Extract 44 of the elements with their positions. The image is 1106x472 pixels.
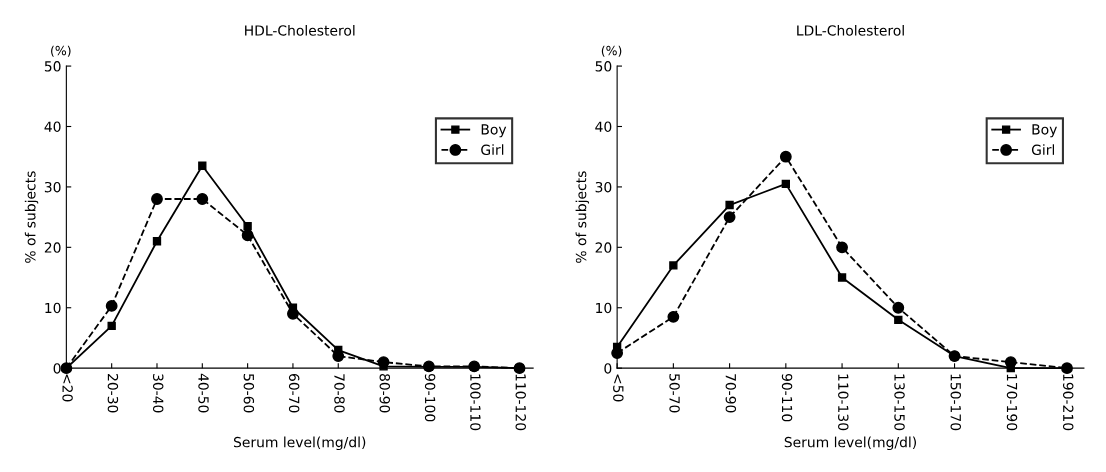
x-tick-label: 30-40: [152, 374, 164, 413]
legend-label: Girl: [481, 144, 504, 156]
legend-label: Boy: [1032, 124, 1057, 138]
x-tick-label: 130-150: [894, 374, 905, 431]
x-tick-label: 190-210: [1062, 374, 1074, 431]
y-tick-label: 40: [44, 121, 61, 132]
x-tick-label: <20: [62, 374, 73, 402]
y-tick-label: 10: [45, 302, 61, 314]
x-axis-title: Serum level(mg/dl): [784, 436, 916, 451]
x-tick-label: 110-120: [515, 374, 526, 431]
x-tick-label: 50-60: [243, 374, 255, 413]
x-tick-label: 60-70: [288, 373, 300, 413]
y-tick-label: 30: [44, 181, 61, 193]
x-tick-label: 80-90: [379, 373, 391, 413]
chart-title: LDL-Cholesterol: [797, 24, 904, 36]
chart-title: HDL-Cholesterol: [245, 24, 355, 36]
y-tick-label: 30: [595, 181, 612, 193]
x-tick-label: 100-110: [470, 374, 481, 431]
y-tick-label: 0: [604, 363, 612, 374]
x-tick-label: <50: [613, 374, 624, 402]
y-tick-label: 0: [53, 363, 61, 374]
y-tick-label: 40: [595, 121, 612, 132]
x-tick-label: 20-30: [107, 374, 119, 413]
text: (%): [601, 45, 622, 57]
y-tick-label: 20: [595, 242, 612, 253]
y-tick-label: 50: [44, 61, 61, 72]
x-tick-label: 90-110: [781, 373, 793, 422]
y-tick-label: 50: [595, 61, 612, 72]
legend-label: Girl: [1031, 144, 1055, 156]
text: (%): [51, 45, 71, 57]
y-tick-label: 10: [596, 302, 612, 314]
x-tick-label: 70-90: [725, 374, 737, 413]
x-tick-label: 150-170: [950, 374, 962, 431]
x-tick-label: 90-100: [424, 373, 436, 422]
x-tick-label: 170-190: [1006, 374, 1018, 431]
y-axis-title: % of subjects: [575, 171, 590, 263]
legend-label: Boy: [481, 124, 507, 138]
x-tick-label: 40-50: [198, 373, 209, 413]
x-tick-label: 70-80: [334, 374, 345, 413]
x-axis-title: Serum level(mg/dl): [233, 436, 366, 451]
y-axis-title: % of subjects: [24, 171, 39, 263]
x-tick-label: 110-130: [838, 374, 849, 431]
x-tick-label: 50-70: [669, 374, 680, 413]
y-tick-label: 20: [44, 242, 61, 253]
